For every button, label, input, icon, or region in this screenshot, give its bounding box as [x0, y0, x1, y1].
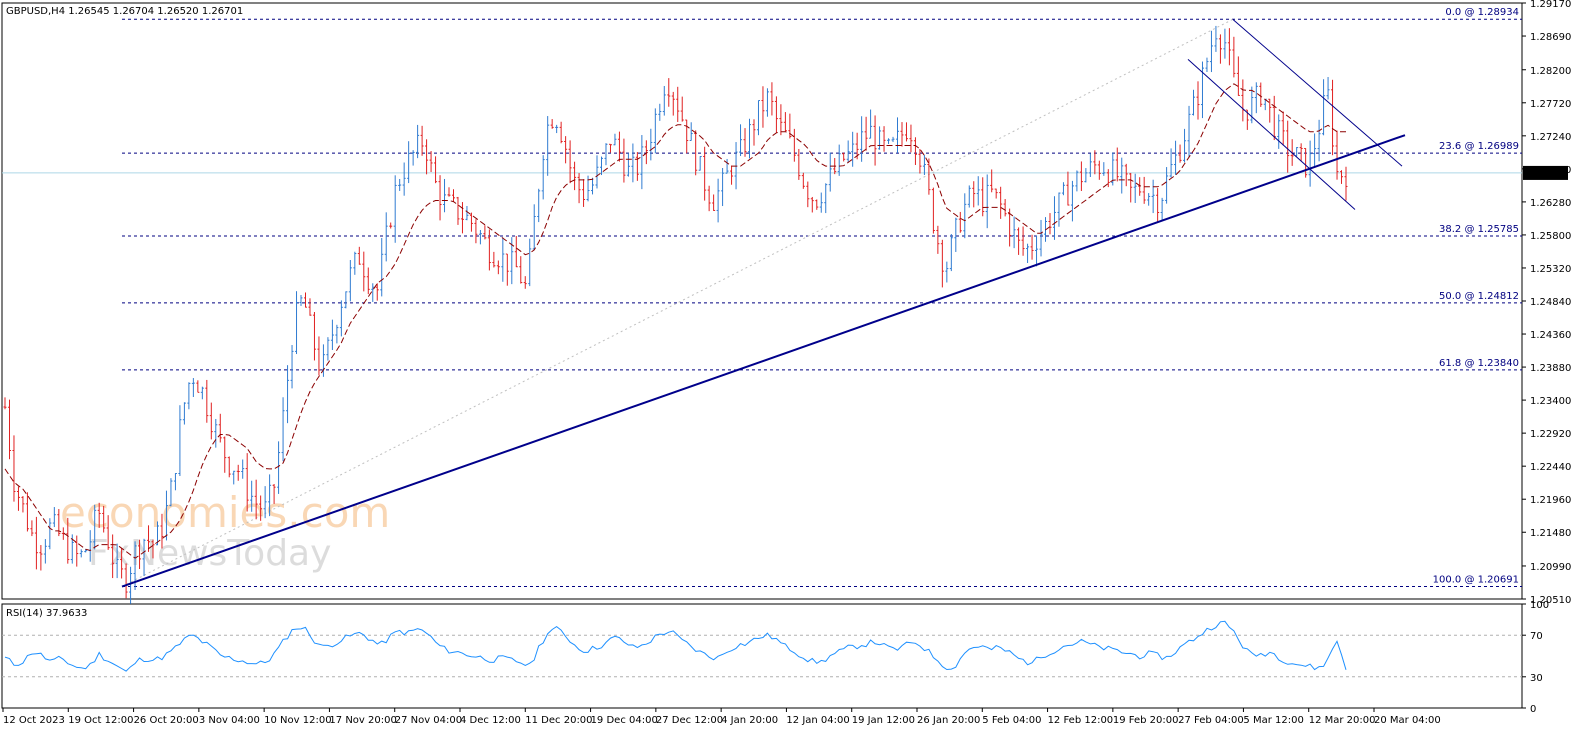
watermark: economies.com FxNewsToday [60, 488, 390, 574]
time-tick-label: 19 Dec 04:00 [591, 715, 658, 726]
time-tick-label: 19 Jan 12:00 [852, 715, 915, 726]
price-tick-label: 1.23880 [1530, 363, 1571, 374]
price-tick-label: 1.22920 [1530, 429, 1571, 440]
time-tick-label: 19 Oct 12:00 [68, 715, 133, 726]
price-tick-label: 1.25320 [1530, 264, 1571, 275]
price-tick-label: 1.28690 [1530, 32, 1571, 43]
watermark-economies: economies.com [60, 488, 390, 537]
fib-level-label: 50.0 @ 1.24812 [1439, 291, 1519, 302]
price-tick-label: 1.29170 [1530, 0, 1571, 10]
price-tick-label: 1.25800 [1530, 231, 1571, 242]
ascending-trendline [121, 134, 1406, 588]
price-axis: 1.29170 1.28690 1.28200 1.27720 1.27240 1.267… [1522, 0, 1571, 606]
rsi-tick-label: 0 [1530, 704, 1536, 715]
price-tick-label: 1.21480 [1530, 528, 1571, 539]
price-tick-label: 1.22440 [1530, 462, 1571, 473]
rsi-label: RSI(14) 37.9633 [6, 608, 87, 619]
moving-average [4, 83, 1346, 559]
price-tick-label: 1.24360 [1530, 330, 1571, 341]
current-price-line: 1.26701 [2, 165, 1568, 180]
price-tick-label: 1.27240 [1530, 132, 1571, 143]
fib-level-label: 61.8 @ 1.23840 [1439, 358, 1519, 369]
fib-level-label: 100.0 @ 1.20691 [1433, 575, 1519, 586]
trend-lines [121, 19, 1406, 588]
rsi-tick-label: 30 [1530, 673, 1543, 684]
time-tick-label: 12 Oct 2023 [3, 715, 65, 726]
time-tick-label: 10 Nov 12:00 [264, 715, 331, 726]
fibonacci-levels: 0.0 @ 1.28934 23.6 @ 1.26989 38.2 @ 1.2578… [122, 7, 1522, 588]
channel-lower-line [1187, 59, 1356, 210]
time-axis: 12 Oct 2023 19 Oct 12:00 26 Oct 20:00 3 Nov… [2, 708, 1441, 726]
time-tick-label: 12 Jan 04:00 [786, 715, 849, 726]
time-tick-label: 5 Mar 12:00 [1243, 715, 1303, 726]
time-tick-label: 26 Oct 20:00 [134, 715, 199, 726]
price-tick-label: 1.26760 [1530, 165, 1571, 176]
time-tick-label: 20 Mar 04:00 [1374, 715, 1441, 726]
time-tick-label: 26 Jan 20:00 [917, 715, 980, 726]
price-tick-label: 1.21960 [1530, 495, 1571, 506]
price-badge [1523, 165, 1568, 180]
price-tick-label: 1.23400 [1530, 396, 1571, 407]
price-tick-label: 1.26280 [1530, 198, 1571, 209]
ma-line [4, 83, 1346, 559]
price-tick-label: 1.20990 [1530, 562, 1571, 573]
price-badge-label: 1.26701 [1526, 169, 1567, 180]
price-tick-label: 1.28200 [1530, 66, 1571, 77]
time-tick-label: 17 Nov 20:00 [329, 715, 396, 726]
fib-level-label: 23.6 @ 1.26989 [1439, 141, 1519, 152]
time-tick-label: 27 Feb 04:00 [1178, 715, 1244, 726]
rsi-plot-frame [1, 603, 1523, 709]
watermark-fxnewstoday: FxNewsToday [88, 533, 331, 574]
price-tick-label: 1.24840 [1530, 297, 1571, 308]
price-tick-label: 1.20510 [1530, 595, 1571, 606]
time-tick-label: 4 Jan 20:00 [721, 715, 778, 726]
rsi-tick-label: 100 [1530, 600, 1549, 611]
symbol-info: GBPUSD,H4 1.26545 1.26704 1.26520 1.2670… [6, 6, 243, 17]
fib-level-label: 0.0 @ 1.28934 [1445, 7, 1519, 18]
price-tick-label: 1.27720 [1530, 99, 1571, 110]
time-tick-label: 12 Mar 20:00 [1309, 715, 1376, 726]
time-tick-label: 3 Nov 04:00 [199, 715, 260, 726]
fib-level-label: 38.2 @ 1.25785 [1439, 224, 1519, 235]
rsi-line [4, 620, 1347, 672]
candles [3, 25, 1348, 604]
channel-upper-line [1232, 19, 1403, 167]
time-tick-label: 27 Dec 12:00 [656, 715, 723, 726]
time-tick-label: 4 Dec 12:00 [460, 715, 521, 726]
time-tick-label: 11 Dec 20:00 [525, 715, 592, 726]
rsi-panel: 100 70 30 0 [2, 600, 1549, 715]
rsi-tick-label: 70 [1530, 631, 1543, 642]
time-tick-label: 5 Feb 04:00 [982, 715, 1041, 726]
time-tick-label: 19 Feb 20:00 [1113, 715, 1179, 726]
time-tick-label: 12 Feb 12:00 [1048, 715, 1114, 726]
time-tick-label: 27 Nov 04:00 [395, 715, 462, 726]
